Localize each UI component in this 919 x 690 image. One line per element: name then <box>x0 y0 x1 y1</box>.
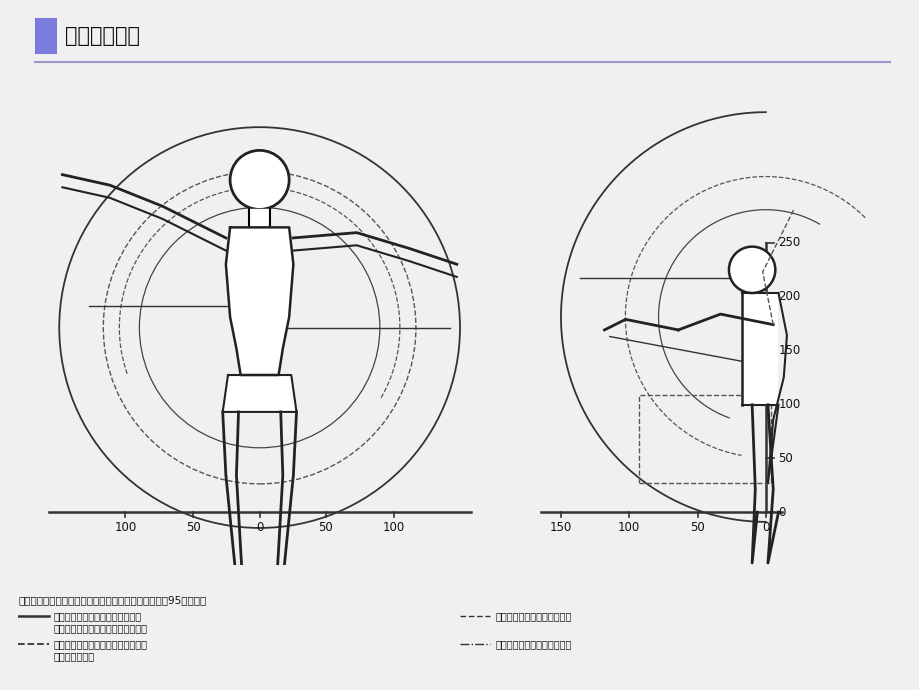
Text: 体姿势所必须的平衡活动已考虑在内: 体姿势所必须的平衡活动已考虑在内 <box>53 623 147 633</box>
Text: 头部不动，上身自髀关节起前弯、侧: 头部不动，上身自髀关节起前弯、侧 <box>53 639 147 649</box>
Circle shape <box>728 246 775 293</box>
Text: 100: 100 <box>114 520 136 533</box>
Polygon shape <box>222 375 296 412</box>
Text: 50: 50 <box>777 452 792 465</box>
Text: 稍息站立时的身体范围，为保持身: 稍息站立时的身体范围，为保持身 <box>53 611 142 621</box>
Text: 50: 50 <box>186 520 200 533</box>
Text: 150: 150 <box>777 344 800 357</box>
Text: 150: 150 <box>550 520 572 533</box>
Polygon shape <box>741 293 777 405</box>
Polygon shape <box>226 228 293 375</box>
Text: 100: 100 <box>777 398 800 411</box>
Text: 上身不动时，手臂的活动空间: 上身不动时，手臂的活动空间 <box>494 639 571 649</box>
Text: 0: 0 <box>777 506 785 519</box>
Bar <box>35 18 57 55</box>
Text: 立姿工作空间: 立姿工作空间 <box>65 26 140 46</box>
Text: 弯时的活动空间: 弯时的活动空间 <box>53 651 95 661</box>
Circle shape <box>230 150 289 210</box>
Text: 立姿活动空间，包括上身及手臂的可及范围（男子，第95百分位）: 立姿活动空间，包括上身及手臂的可及范围（男子，第95百分位） <box>18 595 207 605</box>
Text: 250: 250 <box>777 237 800 249</box>
Text: 200: 200 <box>777 290 800 303</box>
Text: 50: 50 <box>318 520 333 533</box>
Text: 0: 0 <box>255 520 263 533</box>
Text: 100: 100 <box>382 520 404 533</box>
Text: 0: 0 <box>761 520 768 533</box>
Text: 100: 100 <box>618 520 640 533</box>
Text: 上身一起动时手臂的活动空间: 上身一起动时手臂的活动空间 <box>494 611 571 621</box>
Text: 50: 50 <box>689 520 704 533</box>
